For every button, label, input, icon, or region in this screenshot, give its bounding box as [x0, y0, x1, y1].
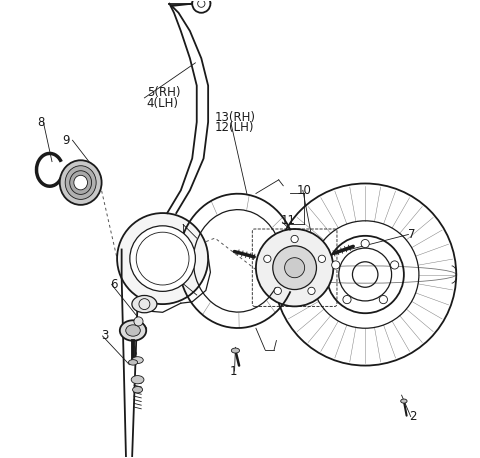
Ellipse shape: [70, 171, 92, 194]
Circle shape: [273, 246, 316, 289]
Text: 1: 1: [229, 365, 237, 377]
Circle shape: [318, 255, 325, 262]
Text: 7: 7: [408, 228, 415, 241]
Circle shape: [285, 258, 305, 278]
Circle shape: [308, 287, 315, 294]
Circle shape: [134, 317, 143, 326]
Ellipse shape: [129, 360, 138, 365]
Ellipse shape: [60, 160, 102, 205]
Circle shape: [343, 295, 351, 304]
Ellipse shape: [74, 175, 87, 190]
Circle shape: [264, 255, 271, 262]
Circle shape: [361, 240, 369, 248]
Circle shape: [192, 0, 210, 13]
Text: 2: 2: [409, 410, 417, 423]
Circle shape: [332, 261, 340, 269]
Ellipse shape: [131, 376, 144, 384]
Text: 4(LH): 4(LH): [147, 97, 179, 110]
Text: 5(RH): 5(RH): [147, 86, 180, 99]
Ellipse shape: [401, 399, 407, 403]
Ellipse shape: [231, 348, 240, 353]
Text: 9: 9: [62, 134, 70, 147]
Text: 10: 10: [296, 184, 311, 197]
Text: 13(RH): 13(RH): [215, 111, 256, 124]
Ellipse shape: [120, 320, 146, 341]
Circle shape: [274, 287, 281, 294]
Circle shape: [117, 213, 208, 304]
Text: 12(LH): 12(LH): [215, 121, 254, 135]
Circle shape: [291, 235, 298, 243]
Text: 11: 11: [281, 214, 296, 227]
Text: 3: 3: [101, 329, 108, 343]
Text: 8: 8: [37, 115, 44, 129]
Circle shape: [391, 261, 399, 269]
Circle shape: [379, 295, 387, 304]
Ellipse shape: [132, 295, 157, 313]
Circle shape: [130, 226, 195, 291]
Ellipse shape: [132, 357, 143, 364]
Ellipse shape: [65, 166, 96, 199]
Ellipse shape: [126, 325, 140, 336]
Text: 6: 6: [110, 278, 118, 291]
Circle shape: [256, 229, 333, 306]
Ellipse shape: [132, 387, 143, 393]
